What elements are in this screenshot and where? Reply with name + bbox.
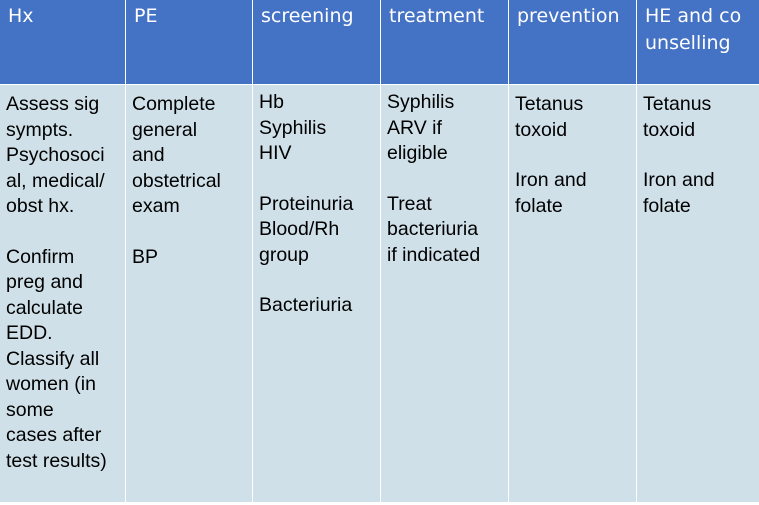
cell-text-line: bacteriuria	[387, 218, 479, 240]
header-label: Hx	[8, 5, 34, 27]
cell-text-line: al, medical/	[6, 169, 105, 192]
cell-text-line: women (in	[6, 373, 96, 395]
cell-prevention: Tetanus toxoid Iron and folate	[509, 85, 637, 505]
cell-text-line: cases after	[6, 424, 102, 446]
header-pe: PE	[126, 0, 253, 85]
cell-treatment: Syphilis ARV if eligible Treat bacteriuria if…	[381, 85, 509, 505]
header-label: prevention	[517, 5, 620, 27]
header-label: screening	[261, 5, 354, 27]
cell-text-line: group	[259, 243, 309, 266]
spacer	[259, 167, 376, 192]
spacer	[132, 220, 248, 245]
cell-text-line: Iron and	[515, 169, 587, 191]
cell-text-line: toxoid	[643, 118, 696, 141]
cell-text-line: Complete	[132, 93, 216, 115]
header-treatment: treatment	[381, 0, 509, 85]
cell-text-line: folate	[643, 194, 691, 217]
cell-text-line: Hb	[259, 91, 284, 113]
cell-text-line: obstetrical	[132, 169, 221, 192]
cell-text-line: eligible	[387, 142, 448, 164]
cell-screening: Hb Syphilis HIV Proteinuria Blood/Rh group Bac…	[253, 85, 381, 505]
cell-text-line: EDD.	[6, 322, 53, 344]
cell-he-counselling: Tetanus toxoid Iron and folate	[637, 85, 759, 505]
cell-text-line: if indicated	[387, 243, 481, 266]
cell-text-line: Iron and	[643, 169, 715, 191]
cell-text-line: sympts.	[6, 118, 74, 141]
cell-text-line: Syphilis	[259, 116, 327, 139]
header-hx: Hx	[0, 0, 126, 85]
cell-text-line: Confirm	[6, 245, 75, 268]
cell-text-line: BP	[132, 245, 159, 268]
bottom-rule	[0, 502, 759, 505]
cell-text-line: ARV if	[387, 116, 442, 139]
cell-hx: Assess sig sympts. Psychosoci al, medical/o…	[0, 85, 126, 505]
cell-text-line: Syphilis	[387, 91, 455, 113]
spacer	[643, 143, 755, 168]
cell-text-line: general	[132, 118, 198, 141]
cell-text-line: toxoid	[515, 118, 568, 141]
cell-text-line: Proteinuria	[259, 192, 354, 215]
cell-text-line: Tetanus	[515, 93, 584, 115]
header-label: treatment	[389, 5, 485, 27]
cell-text-line: test results)	[6, 449, 107, 472]
cell-text-line: Blood/Rh	[259, 218, 340, 240]
cell-text-line: Tetanus	[643, 93, 712, 115]
cell-text-line: Psychosoci	[6, 144, 105, 166]
cell-pe: Complete general and obstetrical exam BP	[126, 85, 253, 505]
cell-text-line: Assess sig	[6, 93, 100, 115]
cell-text-line: folate	[515, 194, 563, 217]
spacer	[6, 220, 121, 245]
spacer	[387, 167, 504, 192]
cell-text-line: Treat	[387, 192, 432, 215]
cell-text-line: exam	[132, 195, 180, 217]
header-prevention: prevention	[509, 0, 637, 85]
cell-text-line: Classify all	[6, 347, 100, 370]
cell-text-line: HIV	[259, 142, 292, 164]
cell-text-line: preg and	[6, 271, 83, 293]
cell-text-line: and	[132, 144, 165, 166]
cell-text-line: some	[6, 398, 54, 421]
header-screening: screening	[253, 0, 381, 85]
cell-text-line: Bacteriuria	[259, 294, 353, 316]
cell-text-line: obst hx.	[6, 195, 75, 217]
header-he-counselling: HE and counselling	[637, 0, 759, 85]
cell-text-line: calculate	[6, 296, 83, 319]
spacer	[515, 143, 632, 168]
header-label: HE and counselling	[645, 5, 742, 54]
spacer	[259, 268, 376, 293]
header-label: PE	[134, 5, 158, 27]
